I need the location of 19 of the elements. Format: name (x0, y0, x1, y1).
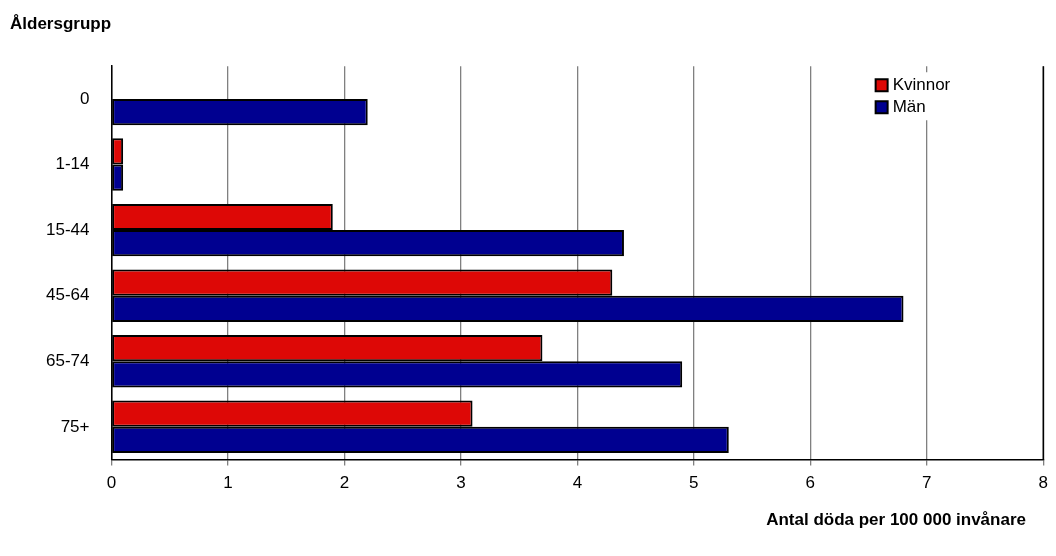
y-tick-label: 15-44 (46, 219, 90, 239)
y-tick-label: 75+ (60, 416, 90, 436)
x-tick-label: 5 (689, 473, 699, 493)
x-tick-label: 2 (339, 473, 350, 493)
x-tick-label: 7 (922, 473, 932, 493)
y-tick-label: 65-74 (46, 350, 90, 370)
x-tick-label: 3 (456, 473, 466, 493)
x-axis-title: Antal döda per 100 000 invånare (766, 510, 1026, 530)
x-tick-label: 4 (572, 473, 583, 493)
x-tick-label: 0 (106, 473, 117, 493)
x-tick-label: 8 (1038, 473, 1049, 493)
legend-label: Kvinnor (892, 74, 951, 94)
y-tick-label: 45-64 (46, 285, 90, 305)
x-tick-label: 1 (223, 473, 233, 493)
y-axis-title: Åldersgrupp (10, 14, 112, 34)
y-tick-label: 1-14 (55, 154, 90, 174)
y-tick-label: 0 (80, 88, 90, 108)
x-tick-label: 6 (805, 473, 816, 493)
legend-label: Män (892, 96, 926, 116)
